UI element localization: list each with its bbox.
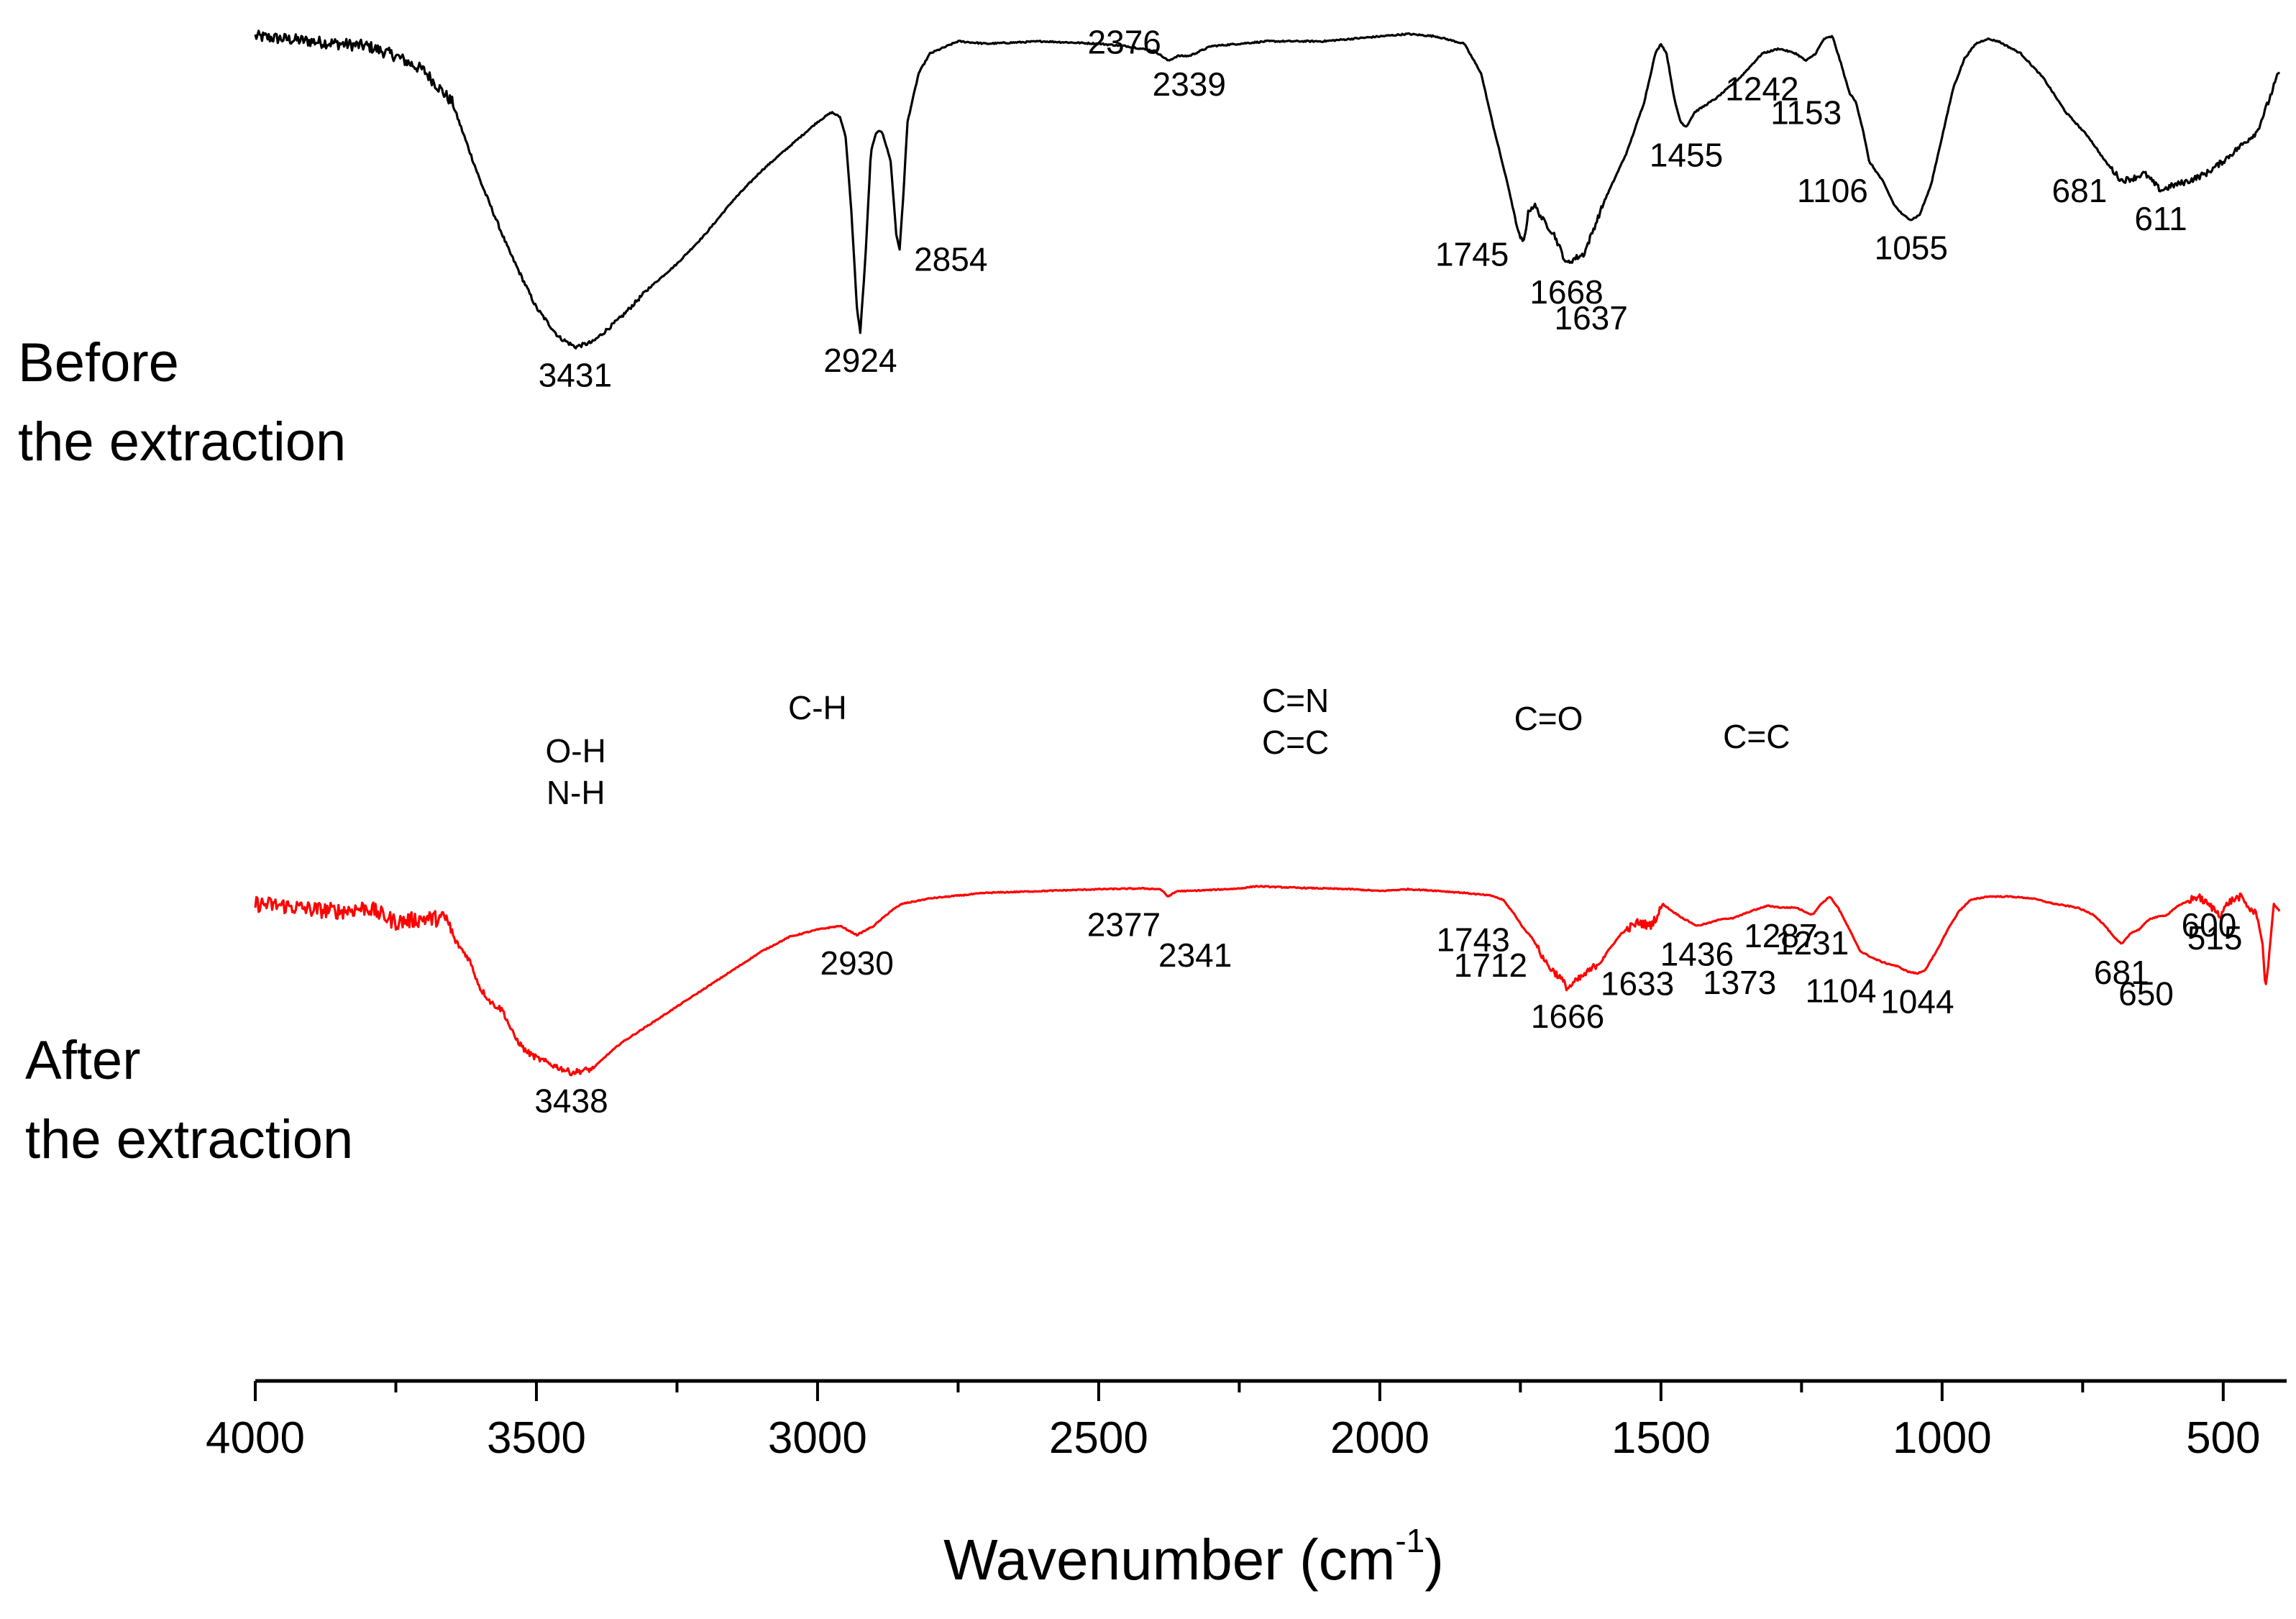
peak-label-before-3431: 3431 xyxy=(539,356,612,393)
series-labels: Before the extraction After the extraction xyxy=(18,332,353,1170)
series-layer xyxy=(254,29,2281,1077)
x-tick-label: 1500 xyxy=(1611,1413,1711,1463)
x-axis-title: Wavenumber (cm-1) xyxy=(943,1522,1444,1592)
peak-label-after-1743: 1743 xyxy=(1436,921,1509,958)
peak-label-after-2341: 2341 xyxy=(1158,936,1232,974)
x-tick-label: 3500 xyxy=(487,1413,586,1463)
peak-label-before-2924: 2924 xyxy=(823,342,897,379)
peak-label-after-600: 600 xyxy=(2182,906,2237,944)
peak-label-before-1455: 1455 xyxy=(1650,136,1723,173)
series-label-after-line1: After xyxy=(25,1030,141,1091)
peak-label-before-1106: 1106 xyxy=(1797,172,1868,209)
group-label-ch: C-H xyxy=(788,689,847,726)
peak-label-after-1666: 1666 xyxy=(1531,998,1604,1035)
peak-label-before-1637: 1637 xyxy=(1555,299,1628,337)
x-tick-label: 2000 xyxy=(1330,1413,1430,1463)
x-tick-label: 500 xyxy=(2186,1413,2260,1463)
peak-label-after-1712: 1712 xyxy=(1454,947,1527,984)
series-label-after-line2: the extraction xyxy=(25,1109,353,1170)
peak-label-before-2376: 2376 xyxy=(1088,24,1161,61)
x-axis: 4000 3500 3000 2500 2000 1500 1000 500 xyxy=(206,1379,2287,1463)
x-tick-label: 1000 xyxy=(1893,1413,1992,1463)
peak-label-after-2377: 2377 xyxy=(1087,906,1161,944)
x-tick-label: 4000 xyxy=(206,1413,305,1463)
peak-label-before-681: 681 xyxy=(2052,172,2108,209)
series-line-after xyxy=(254,885,2281,1077)
series-line-before xyxy=(254,29,2281,350)
peak-label-after-1373: 1373 xyxy=(1703,964,1776,1001)
peak-label-after-1436: 1436 xyxy=(1660,935,1734,972)
peak-label-before-2854: 2854 xyxy=(914,240,987,278)
x-tick-label: 3000 xyxy=(768,1413,867,1463)
series-label-before-line2: the extraction xyxy=(18,411,346,473)
peak-label-after-1231: 1231 xyxy=(1775,924,1849,962)
peak-label-after-1104: 1104 xyxy=(1806,972,1877,1009)
peak-label-after-515: 515 xyxy=(2187,919,2243,957)
peak-label-before-1055: 1055 xyxy=(1875,229,1948,267)
group-label-nh: N-H xyxy=(546,774,605,811)
peak-label-before-611: 611 xyxy=(2134,200,2187,237)
peak-label-after-681: 681 xyxy=(2094,954,2149,991)
peak-label-after-1287: 1287 xyxy=(1744,917,1817,954)
peak-label-after-1633: 1633 xyxy=(1601,965,1674,1003)
peak-label-after-1044: 1044 xyxy=(1880,983,1954,1021)
group-label-oh: O-H xyxy=(546,732,606,770)
group-label-cc: C=C xyxy=(1723,718,1790,755)
x-tick-label: 2500 xyxy=(1049,1413,1148,1463)
group-label-cc: C=C xyxy=(1262,724,1329,761)
group-label-cn: C=N xyxy=(1262,682,1329,719)
peak-label-before-1668: 1668 xyxy=(1529,273,1603,311)
peak-label-after-3438: 3438 xyxy=(534,1082,608,1119)
functional-group-labels: O-H N-H C-H C=N C=C C=O C=C xyxy=(546,682,1790,811)
peak-label-before-2339: 2339 xyxy=(1153,65,1226,103)
series-label-before-line1: Before xyxy=(18,332,179,393)
peak-label-after-2930: 2930 xyxy=(820,944,894,982)
peak-label-before-1745: 1745 xyxy=(1435,236,1509,273)
group-label-co: C=O xyxy=(1514,700,1583,737)
peak-label-after-650: 650 xyxy=(2118,975,2174,1012)
peak-label-before-1242: 1242 xyxy=(1725,70,1798,108)
peak-label-before-1153: 1153 xyxy=(1770,94,1842,131)
